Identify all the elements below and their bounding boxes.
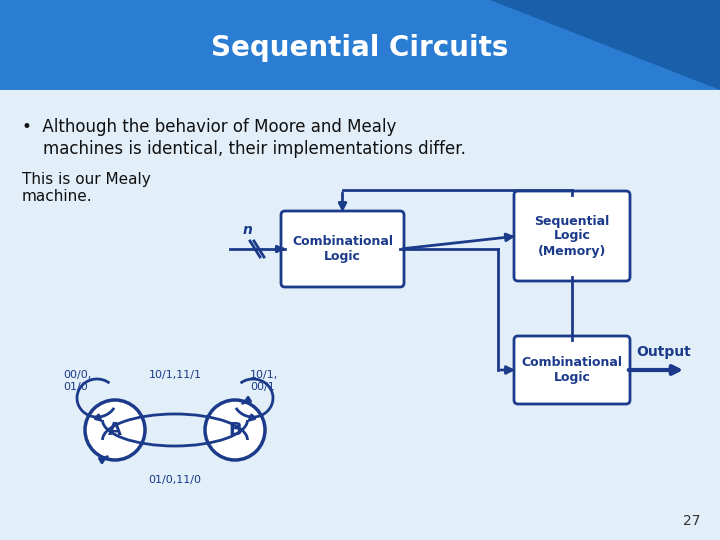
Text: Combinational
Logic: Combinational Logic [292,235,393,263]
FancyBboxPatch shape [0,0,720,90]
Text: n: n [243,223,253,237]
Text: Sequential
Logic
(Memory): Sequential Logic (Memory) [534,214,610,258]
FancyBboxPatch shape [0,90,720,540]
Text: Sequential Circuits: Sequential Circuits [211,34,509,62]
Text: Combinational
Logic: Combinational Logic [521,356,623,384]
FancyBboxPatch shape [281,211,404,287]
Text: machines is identical, their implementations differ.: machines is identical, their implementat… [22,140,466,158]
Text: 27: 27 [683,514,700,528]
Text: B: B [228,421,242,439]
FancyBboxPatch shape [514,336,630,404]
Circle shape [85,400,145,460]
Polygon shape [490,0,720,90]
Text: This is our Mealy
machine.: This is our Mealy machine. [22,172,150,205]
Text: A: A [108,421,122,439]
Text: Output: Output [636,345,690,359]
Text: 10/1,11/1: 10/1,11/1 [148,370,202,380]
FancyBboxPatch shape [514,191,630,281]
Text: 00/0,
01/0: 00/0, 01/0 [63,370,91,392]
Text: 01/0,11/0: 01/0,11/0 [148,475,202,485]
Text: •  Although the behavior of Moore and Mealy: • Although the behavior of Moore and Mea… [22,118,397,136]
Circle shape [205,400,265,460]
Text: 10/1,
00/1: 10/1, 00/1 [250,370,278,392]
